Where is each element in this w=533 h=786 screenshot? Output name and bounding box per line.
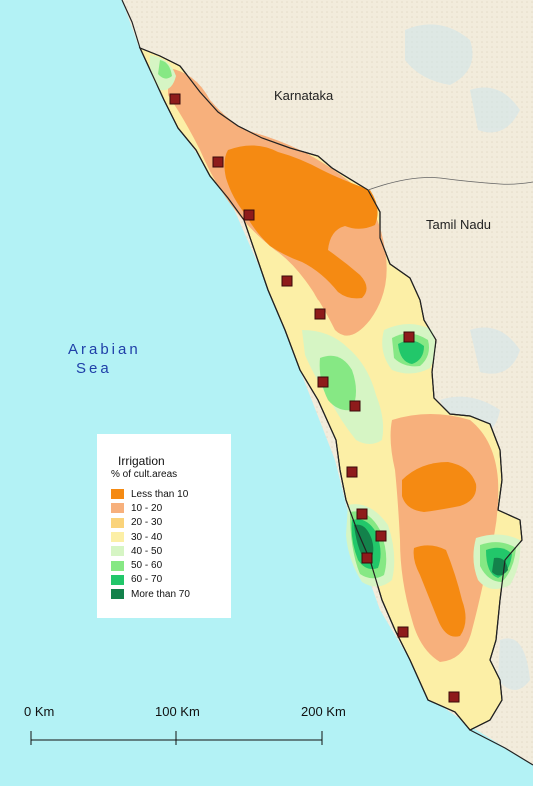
district-marker[interactable] xyxy=(375,530,387,542)
district-markers xyxy=(169,93,460,703)
district-marker[interactable] xyxy=(243,209,255,221)
coastline-north xyxy=(121,0,141,49)
district-marker[interactable] xyxy=(397,626,409,638)
legend-item-label: 50 - 60 xyxy=(131,560,163,572)
district-marker[interactable] xyxy=(314,308,326,320)
legend-item-label: 40 - 50 xyxy=(131,545,163,557)
karnataka-label: Karnataka xyxy=(274,88,334,103)
district-marker[interactable] xyxy=(346,466,358,478)
legend-item: 10 - 20 xyxy=(111,501,231,515)
sea-label: Arabian Sea xyxy=(68,340,141,378)
district-marker[interactable] xyxy=(403,331,415,343)
terrain-patches xyxy=(405,24,530,690)
legend-title: Irrigation xyxy=(118,454,165,468)
legend-item: 40 - 50 xyxy=(111,544,231,558)
legend-swatch xyxy=(111,589,124,600)
legend-item: Less than 10 xyxy=(111,487,231,501)
legend-subtitle: % of cult.areas xyxy=(111,469,178,480)
legend-item-label: 20 - 30 xyxy=(131,517,163,529)
district-marker[interactable] xyxy=(317,376,329,388)
district-marker[interactable] xyxy=(356,508,368,520)
legend-item-label: Less than 10 xyxy=(131,488,189,500)
legend-item-label: 10 - 20 xyxy=(131,502,163,514)
scale-label-200: 200 Km xyxy=(301,704,346,719)
district-marker[interactable] xyxy=(281,275,293,287)
district-marker[interactable] xyxy=(212,156,224,168)
sea-label-line2: Sea xyxy=(76,360,112,377)
legend-swatch xyxy=(111,532,124,543)
coastline-south xyxy=(469,729,533,766)
legend-swatch xyxy=(111,560,124,571)
legend-item-label: 60 - 70 xyxy=(131,574,163,586)
legend-item: 60 - 70 xyxy=(111,573,231,587)
legend-items: Less than 10 10 - 20 20 - 30 30 - 40 40 … xyxy=(111,487,231,601)
legend-item-label: More than 70 xyxy=(131,588,190,600)
legend: Irrigation % of cult.areas Less than 10 … xyxy=(97,434,231,618)
district-marker[interactable] xyxy=(169,93,181,105)
scale-bar xyxy=(30,731,323,745)
legend-swatch xyxy=(111,503,124,514)
legend-swatch xyxy=(111,546,124,557)
legend-swatch xyxy=(111,517,124,528)
legend-item: 30 - 40 xyxy=(111,530,231,544)
tamil-nadu-label: Tamil Nadu xyxy=(426,217,492,232)
legend-item: More than 70 xyxy=(111,587,231,601)
sea-label-line1: Arabian xyxy=(68,341,141,358)
kerala-outline xyxy=(138,46,523,731)
state-border-karnataka-tamilnadu xyxy=(367,177,533,191)
zone-less-than-10 xyxy=(224,145,477,637)
legend-swatch xyxy=(111,489,124,500)
district-marker[interactable] xyxy=(361,552,373,564)
legend-item: 20 - 30 xyxy=(111,516,231,530)
scale-label-0: 0 Km xyxy=(24,704,55,719)
legend-swatch xyxy=(111,574,124,585)
legend-item-label: 30 - 40 xyxy=(131,531,163,543)
district-marker[interactable] xyxy=(349,400,361,412)
scale-label-100: 100 Km xyxy=(155,704,200,719)
legend-item: 50 - 60 xyxy=(111,558,231,572)
district-marker[interactable] xyxy=(448,691,460,703)
